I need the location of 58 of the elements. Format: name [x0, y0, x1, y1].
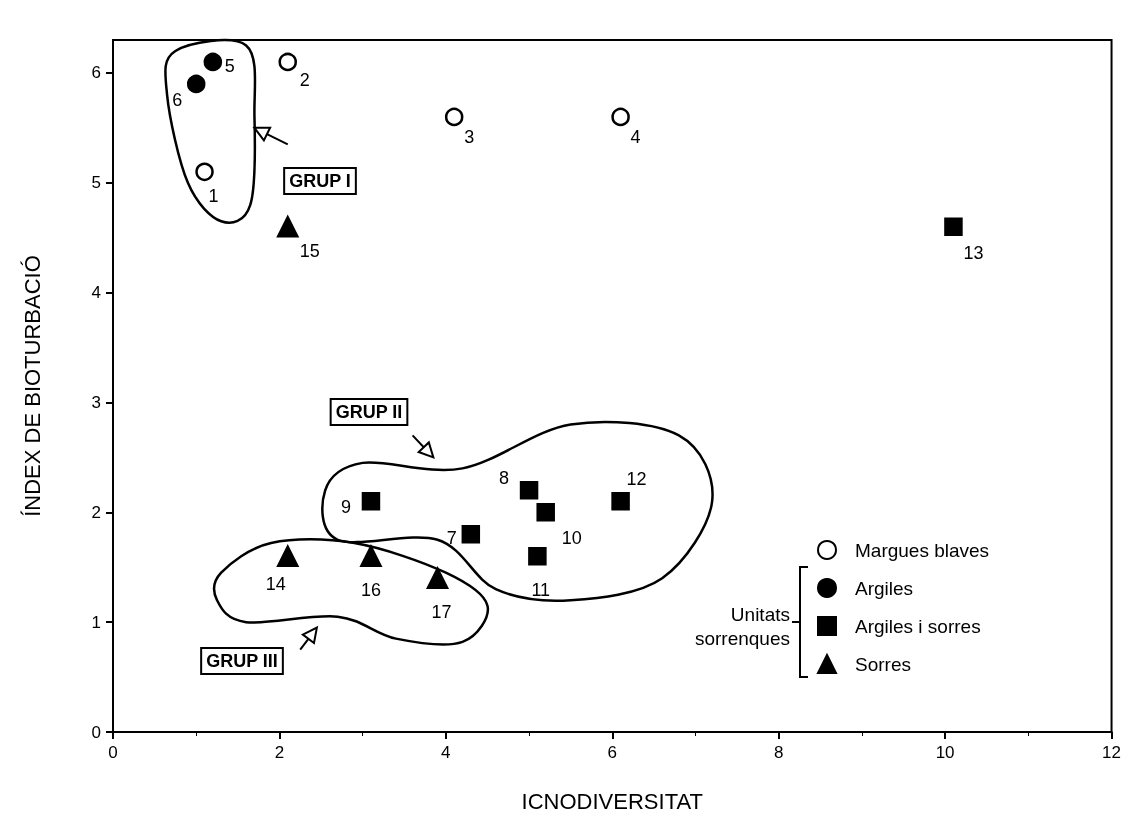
- annotation: GRUP III: [206, 651, 278, 671]
- legend-label: Argiles: [855, 577, 914, 599]
- x-tick-label: 12: [1102, 743, 1122, 762]
- legend-label: Margues blaves: [855, 539, 990, 561]
- x-tick-label: 8: [773, 743, 784, 762]
- annotation: Unitats sorrenques: [694, 604, 790, 649]
- point: [944, 217, 963, 236]
- annotation: 7: [446, 528, 457, 549]
- annotation: 5: [224, 55, 235, 76]
- y-tick-label: 0: [91, 722, 101, 742]
- point: [360, 545, 382, 567]
- annotation: 3: [464, 126, 475, 147]
- annotation: 15: [299, 240, 320, 261]
- point: [444, 107, 464, 127]
- annotation: 6: [172, 89, 183, 110]
- annotation: GRUP II: [335, 402, 403, 422]
- annotation: GRUP I: [289, 171, 351, 191]
- annotation: 1: [208, 185, 219, 206]
- point: [528, 547, 547, 566]
- annotation: 9: [340, 497, 351, 518]
- annotation: 13: [963, 242, 984, 263]
- annotation: 16: [360, 580, 381, 601]
- point: [519, 481, 539, 500]
- annotation: 12: [626, 469, 647, 490]
- x-tick-label: 10: [935, 743, 955, 762]
- annotation: 4: [630, 126, 641, 147]
- y-tick-label: 1: [91, 612, 101, 632]
- x-tick-label: 2: [274, 743, 285, 762]
- annotation: 17: [431, 602, 452, 623]
- point: [277, 545, 299, 567]
- point: [361, 492, 381, 511]
- legend-label: Sorres: [855, 653, 911, 675]
- x-tick-label: 0: [108, 743, 118, 762]
- point: [278, 52, 297, 72]
- annotation: 14: [265, 574, 286, 595]
- y-tick-label: 4: [91, 283, 101, 303]
- point: [536, 503, 555, 522]
- point: [203, 52, 223, 72]
- point: [611, 107, 630, 127]
- y-axis-title: ÍNDEX DE BIOTURBACIÓ: [19, 255, 45, 517]
- annotation: 8: [499, 468, 510, 489]
- y-tick-label: 3: [91, 392, 101, 412]
- annotation: 10: [561, 528, 582, 549]
- point: [461, 525, 481, 544]
- legend-label: Argiles i sorres: [855, 615, 981, 637]
- y-tick-label: 2: [91, 502, 101, 522]
- point: [195, 162, 214, 182]
- annotation: 11: [531, 580, 551, 601]
- point: [426, 567, 449, 589]
- x-tick-label: 4: [441, 743, 451, 762]
- point: [186, 74, 206, 94]
- y-tick-label: 5: [91, 173, 101, 193]
- x-axis-title: ICNODIVERSITAT: [521, 788, 703, 814]
- annotation: 2: [299, 69, 310, 90]
- x-tick-label: 6: [607, 743, 618, 762]
- y-tick-label: 6: [91, 63, 101, 83]
- point: [277, 215, 299, 238]
- point: [611, 492, 630, 511]
